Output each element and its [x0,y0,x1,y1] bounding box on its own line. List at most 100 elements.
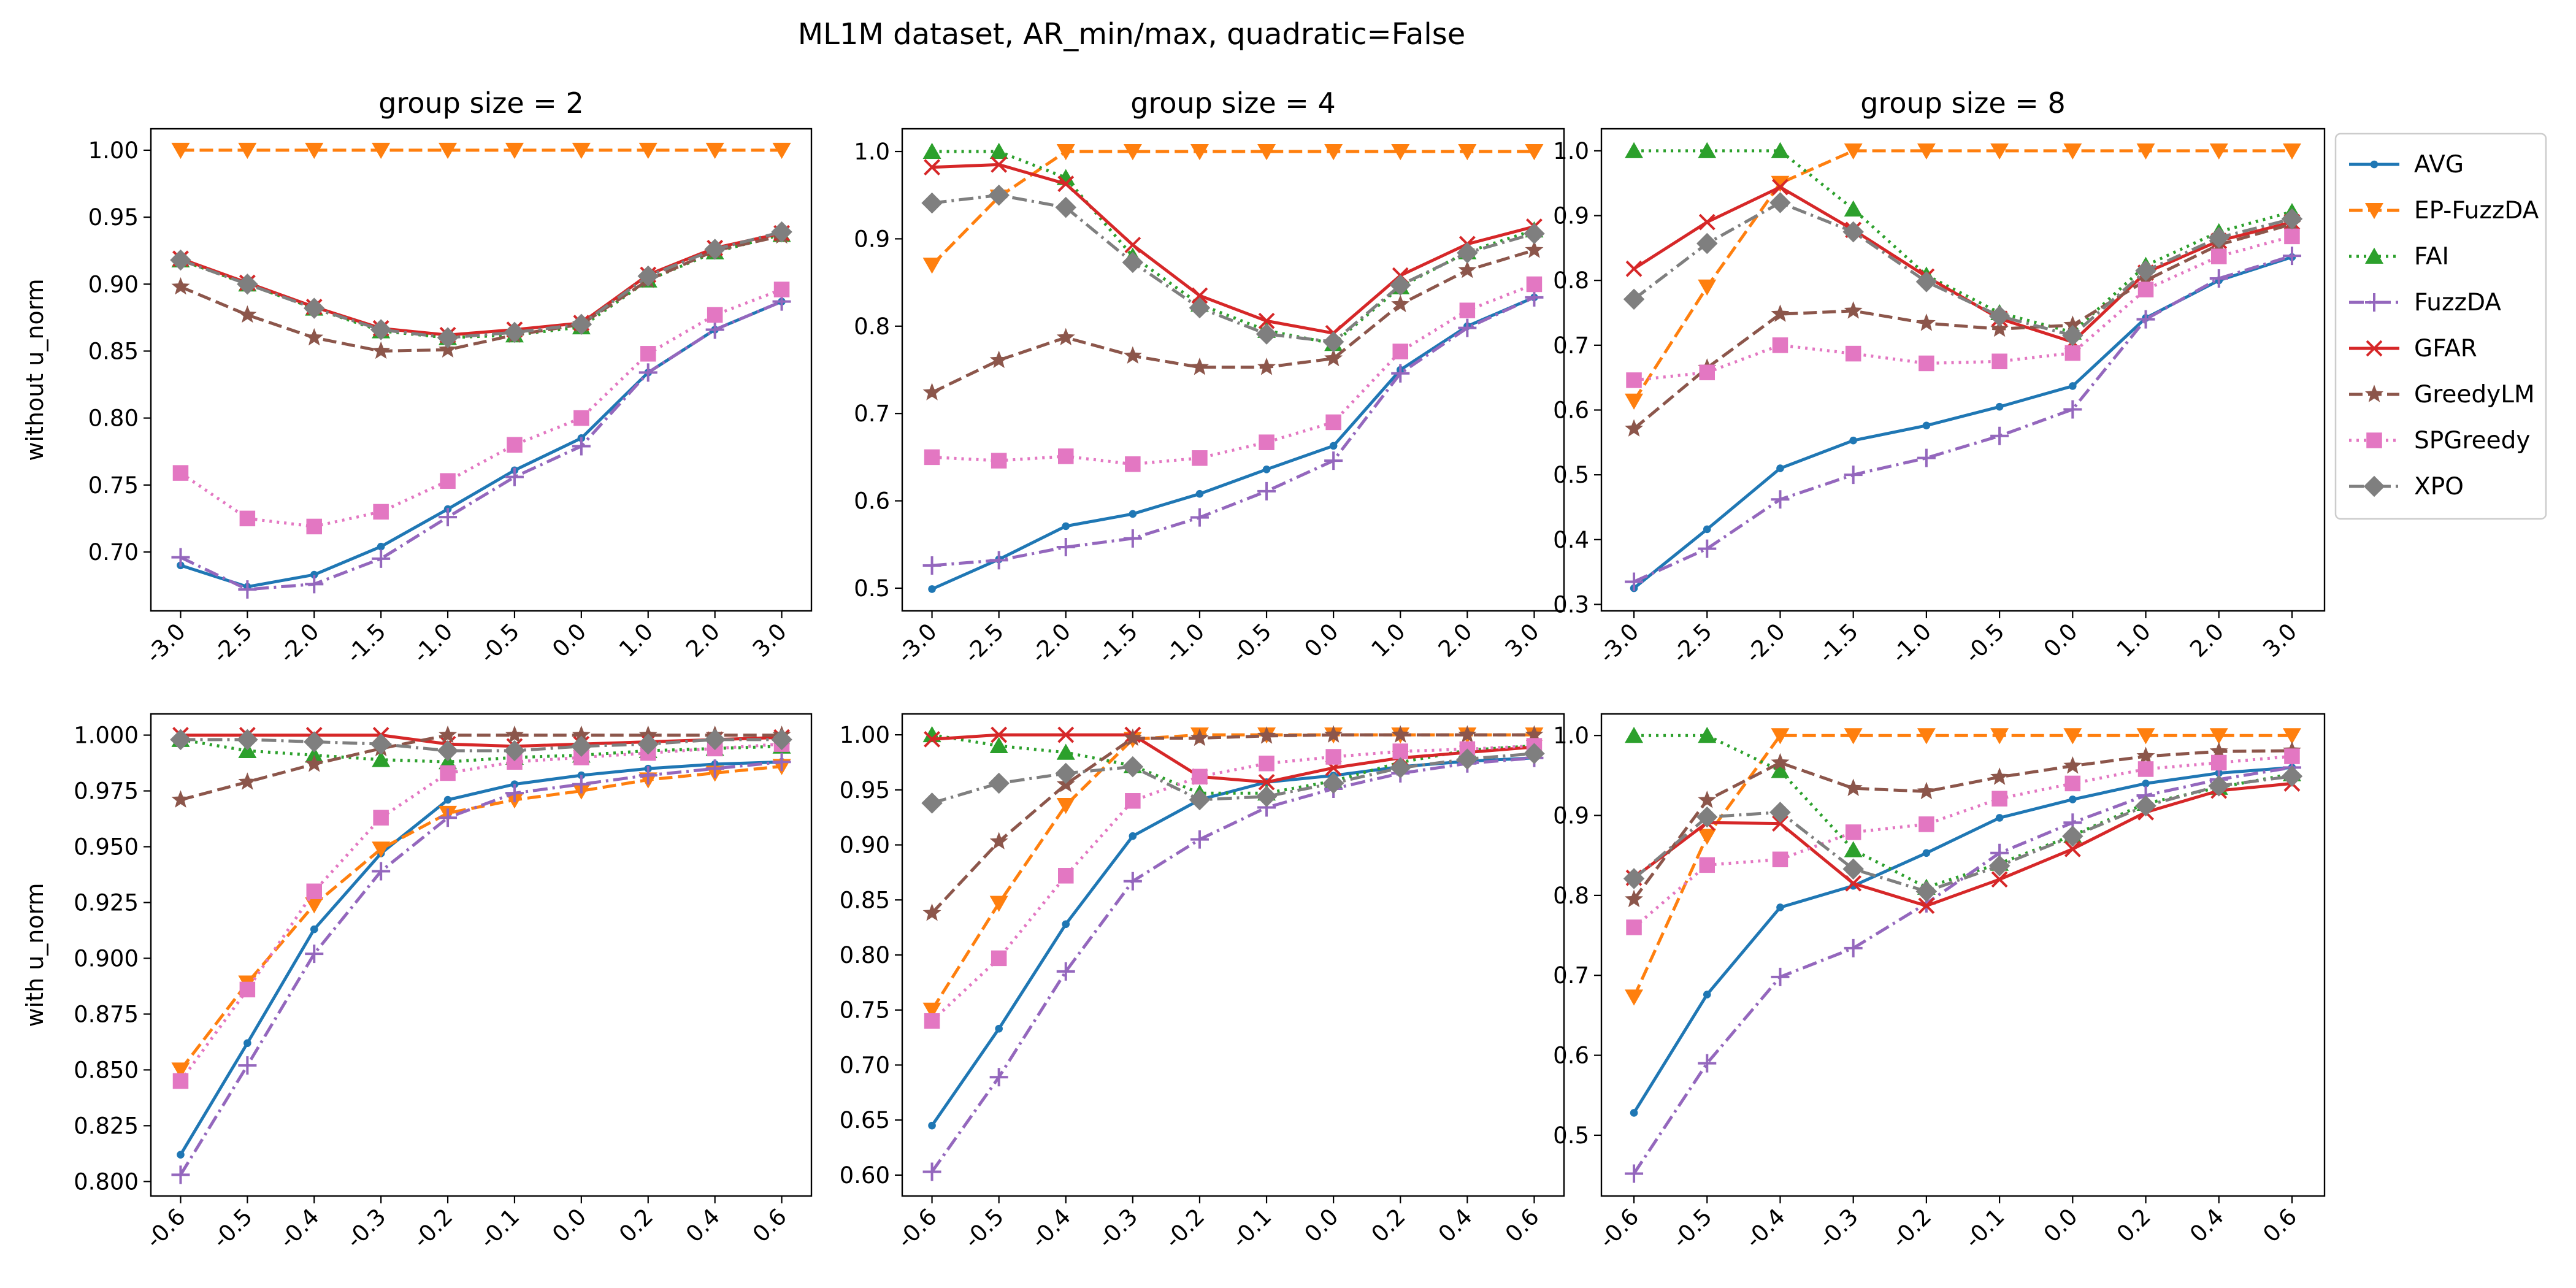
data-point [439,508,458,527]
data-point [1324,144,1343,161]
data-point [1258,773,1275,791]
data-point [637,265,659,287]
data-point [924,449,940,466]
data-point [1322,772,1344,794]
data-point [377,542,385,551]
series-line [180,738,782,753]
data-point [172,465,189,481]
data-point [370,733,392,755]
x-tick-label: -0.4 [1740,1203,1790,1253]
legend-entry-gfar: GFAR [2349,335,2477,362]
x-tick-label: 2.0 [1433,618,1478,662]
data-point [1124,236,1141,253]
series-ep-fuzzda [922,144,1544,274]
data-point [1630,1109,1638,1117]
y-tick-label: 0.875 [74,1001,139,1027]
data-point [989,832,1008,849]
data-point [1195,489,1204,498]
y-tick-label: 0.7 [854,401,890,427]
x-tick-label: -0.3 [1814,1203,1863,1253]
data-point [2063,400,2082,419]
legend-label: FAI [2414,243,2449,270]
x-tick-label: 0.6 [748,1203,792,1248]
data-point [2137,761,2154,777]
data-point [705,759,724,778]
y-tick-label: 0.6 [1553,397,1589,424]
legend-frame [2334,132,2547,520]
data-point [1771,967,1790,986]
legend-marker [2365,293,2383,312]
y-tick-label: 1.0 [854,139,890,165]
data-point [1842,858,1864,880]
series-spgreedy [1626,748,2300,935]
data-point [2281,208,2303,230]
series-gfar [1625,775,2301,914]
data-point [1698,829,1717,845]
data-point [171,277,190,295]
data-point [921,192,943,214]
data-point [922,1162,941,1181]
data-point [1917,781,1936,800]
data-point [1990,319,2009,337]
data-point [305,575,324,594]
data-point [2069,795,2077,803]
data-point [1771,142,1790,158]
data-point [1844,728,1863,745]
data-point [306,518,323,535]
subplot-r0-c1: group size = 4 0.5 0.6 0.7 0.8 0.9 1.0 -3.0 -2.5… [854,86,1565,668]
data-point [1771,728,1790,745]
data-point [305,142,324,159]
data-point [1769,192,1791,213]
data-point [1626,372,1642,388]
data-point [1391,364,1410,383]
data-point [1062,920,1070,929]
y-tick-label: 0.85 [840,887,890,913]
series-line [1633,781,2293,908]
data-point [1122,251,1144,274]
data-point [572,775,591,794]
x-tick-label: 3.0 [1500,618,1544,662]
legend-entry-greedylm: GreedyLM [2349,381,2535,408]
data-point [1257,726,1276,744]
data-point [1056,538,1075,557]
data-point [306,883,323,900]
y-tick-label: 0.9 [854,226,890,252]
data-point [1698,279,1717,296]
data-point [238,142,257,159]
data-point [1123,346,1142,364]
data-point [505,467,524,486]
data-point [2063,315,2082,333]
series-ep-fuzzda [171,142,791,159]
data-point [1392,343,1408,359]
data-point [1458,318,1477,337]
data-point [1190,357,1209,375]
data-point [171,548,190,567]
data-point [1918,897,1935,914]
data-point [1625,142,1644,158]
y-tick-label: 0.850 [74,1057,139,1083]
series-line [931,752,1535,805]
data-point [989,895,1008,912]
data-point [437,327,459,348]
series-spgreedy [172,282,790,535]
data-point [238,772,257,790]
data-point [238,1056,257,1075]
series-fuzzda [171,753,791,1184]
data-point [928,1121,936,1130]
data-point [2282,143,2301,160]
x-tick-label: -3.0 [140,618,190,668]
data-point [2069,382,2077,390]
data-point [1917,728,1936,745]
y-tick-label: 0.975 [74,778,139,805]
data-point [1329,442,1338,450]
data-point [2208,775,2229,797]
data-point [1844,200,1863,217]
series-gfar [1625,178,2301,350]
data-point [1990,143,2009,160]
series-fai [1625,142,2301,340]
x-tick-label: -1.0 [408,618,458,668]
data-point [439,725,458,743]
subplot-r1-c0: with u_norm 0.800 0.825 0.850 0.875 0.900 0.92… [21,713,813,1253]
y-tick-label: 0.5 [1553,1122,1589,1149]
data-point [1058,868,1074,884]
